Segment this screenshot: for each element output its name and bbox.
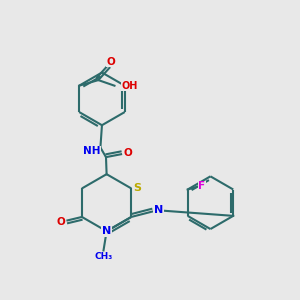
Text: CH₃: CH₃ — [94, 252, 112, 261]
Text: NH: NH — [83, 146, 100, 156]
Text: O: O — [56, 217, 65, 227]
Text: S: S — [134, 183, 142, 193]
Text: N: N — [154, 205, 163, 215]
Text: O: O — [123, 148, 132, 158]
Text: OH: OH — [121, 81, 138, 91]
Text: F: F — [198, 182, 206, 191]
Text: N: N — [102, 226, 111, 236]
Text: O: O — [107, 56, 116, 67]
